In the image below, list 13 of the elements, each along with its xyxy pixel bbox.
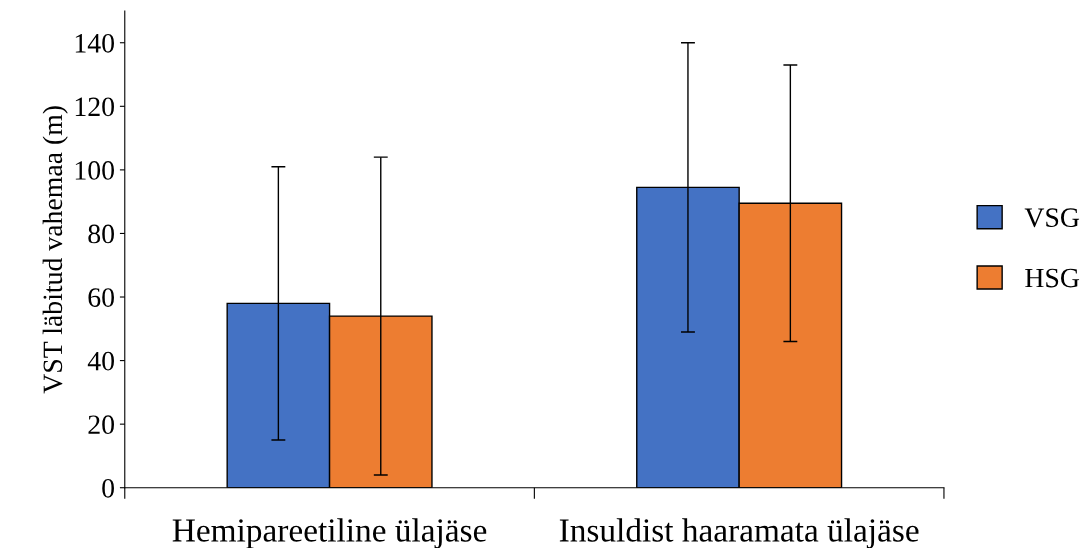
legend-label: VSG [1024, 208, 1080, 228]
y-tick-label: 0 [102, 478, 114, 498]
y-axis-title: VST läbitud vahemaa (m) [42, 106, 68, 394]
y-tick-label: 60 [88, 288, 114, 307]
y-tick-label: 100 [75, 161, 114, 180]
y-tick-label: 20 [88, 415, 114, 435]
legend-label: HSG [1025, 268, 1080, 288]
x-tick-label: Hemipareetiline ülajäse [172, 518, 487, 548]
y-tick-label: 80 [88, 224, 114, 244]
y-tick-label: 40 [87, 351, 114, 371]
y-tick-label: 140 [75, 33, 114, 53]
y-tick-label: 120 [75, 97, 114, 117]
x-tick-label: Insuldist haaramata ülajäse [559, 518, 919, 548]
